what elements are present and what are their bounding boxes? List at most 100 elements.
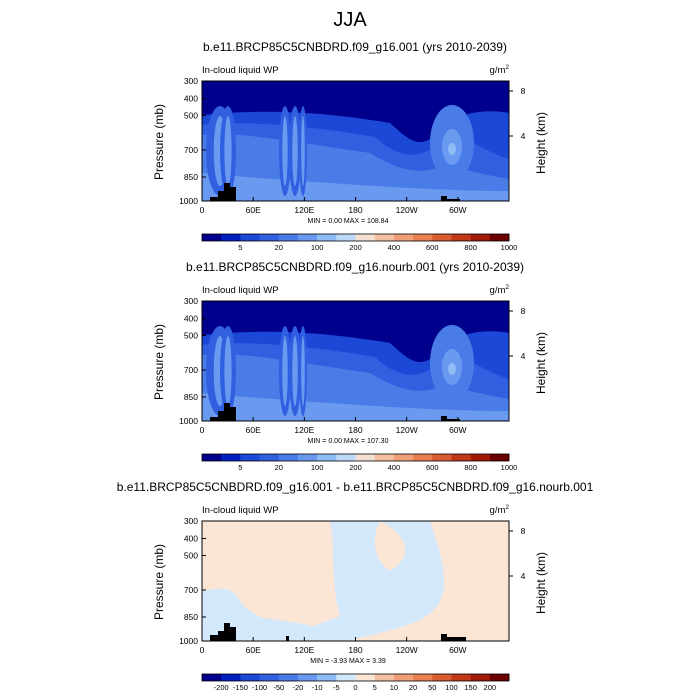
y-tick-label: 500: [184, 111, 198, 121]
colorbar-segment: [202, 234, 222, 241]
colorbar-tick-label: 600: [426, 243, 439, 252]
colorbar-tick-label: 5: [373, 683, 377, 692]
y-tick-label: 400: [184, 314, 198, 324]
colorbar-segment: [374, 454, 395, 461]
convective-peak: [448, 143, 456, 155]
colorbar-segment: [393, 454, 414, 461]
colorbar-segment: [489, 674, 510, 681]
colorbar-tick-label: -200: [214, 683, 229, 692]
colorbar-tick-label: 200: [484, 683, 497, 692]
y-tick-label: 400: [184, 94, 198, 104]
colorbar-tick-label: 600: [426, 463, 439, 472]
colorbar-tick-label: 800: [464, 243, 477, 252]
positive-anomaly: [374, 521, 406, 571]
colorbar-tick-label: -10: [312, 683, 323, 692]
y-right-tick-label: 8: [521, 306, 526, 316]
colorbar-segment: [259, 674, 280, 681]
x-tick-label: 0: [200, 645, 205, 655]
colorbar-frame: [201, 453, 510, 462]
colorbar-tick-label: 10: [390, 683, 398, 692]
colorbar-tick-label: 400: [388, 463, 401, 472]
x-tick-label: 60E: [246, 425, 261, 435]
colorbar-tick-label: 1000: [501, 243, 518, 252]
y-tick-label: 300: [184, 516, 198, 526]
y-right-tick-label: 8: [521, 526, 526, 536]
panel-2: b.e11.BRCP85C5CNBDRD.f09_g16.nourb.001 (…: [152, 260, 548, 472]
colorbar-tick-label: 400: [388, 243, 401, 252]
y-tick-label: 500: [184, 331, 198, 341]
colorbar-segment: [355, 234, 375, 241]
colorbar-segment: [278, 674, 299, 681]
heatmap-field: [202, 301, 509, 421]
cloud-band: [202, 393, 509, 421]
panel-title: b.e11.BRCP85C5CNBDRD.f09_g16.001 - b.e11…: [117, 480, 594, 494]
panel-units-label: g/m2: [490, 284, 510, 296]
colorbar-segment: [489, 234, 510, 241]
colorbar-segment: [336, 674, 356, 681]
x-tick-label: 120E: [294, 205, 314, 215]
convective-column: [224, 336, 232, 406]
convective-column: [301, 116, 305, 186]
colorbar-segment: [374, 234, 395, 241]
x-tick-label: 180: [348, 425, 362, 435]
convective-column: [292, 336, 298, 406]
colorbar-tick-label: 50: [428, 683, 436, 692]
terrain-mask: [202, 623, 466, 641]
colorbar-segment: [259, 234, 280, 241]
colorbar-tick-label: -20: [293, 683, 304, 692]
y-tick-label: 700: [184, 145, 198, 155]
y-axis-title: Pressure (mb): [152, 104, 166, 180]
colorbar-segment: [240, 234, 260, 241]
colorbar-segment: [451, 234, 471, 241]
colorbar-segment: [413, 674, 433, 681]
colorbar-segment: [355, 454, 375, 461]
colorbar-segment: [297, 454, 318, 461]
y-tick-label: 400: [184, 534, 198, 544]
colorbar-segment: [451, 674, 471, 681]
x-tick-label: 60W: [449, 425, 466, 435]
x-tick-label: 120W: [396, 205, 418, 215]
x-tick-label: 60E: [246, 645, 261, 655]
colorbar-segment: [451, 454, 471, 461]
colorbar-segment: [470, 454, 491, 461]
colorbar-tick-label: 100: [311, 463, 324, 472]
min-max-label: MIN = 0.00 MAX = 107.30: [308, 438, 389, 445]
colorbar-segment: [413, 234, 433, 241]
panel-left-label: In-cloud liquid WP: [202, 505, 279, 516]
y-right-axis-title: Height (km): [534, 332, 548, 394]
x-tick-label: 120W: [396, 425, 418, 435]
colorbar-segment: [221, 674, 241, 681]
convective-column: [282, 336, 288, 406]
y-right-axis-title: Height (km): [534, 112, 548, 174]
min-max-label: MIN = 0.00 MAX = 108.84: [308, 218, 389, 225]
colorbar-tick-label: 0: [353, 683, 357, 692]
y-tick-label: 300: [184, 296, 198, 306]
y-right-tick-label: 8: [521, 86, 526, 96]
colorbar-tick-label: 100: [445, 683, 458, 692]
colorbar-segment: [413, 454, 433, 461]
colorbar-tick-label: 100: [311, 243, 324, 252]
panel-1: b.e11.BRCP85C5CNBDRD.f09_g16.001 (yrs 20…: [152, 40, 548, 252]
terrain-mask: [202, 183, 460, 201]
colorbar-segment: [317, 234, 337, 241]
x-tick-label: 180: [348, 205, 362, 215]
y-right-tick-label: 4: [521, 351, 526, 361]
colorbar-segment: [470, 674, 491, 681]
heatmap-field: [202, 81, 509, 201]
colorbar-segment: [202, 454, 222, 461]
colorbar-segment: [317, 454, 337, 461]
colorbar-segment: [393, 234, 414, 241]
convective-column: [301, 336, 305, 406]
convective-peak: [448, 363, 456, 375]
negative-anomaly: [202, 615, 350, 641]
colorbar-tick-label: -50: [273, 683, 284, 692]
colorbar-segment: [221, 454, 241, 461]
colorbar-segment: [297, 674, 318, 681]
y-tick-label: 700: [184, 585, 198, 595]
min-max-label: MIN = -3.93 MAX = 3.39: [310, 658, 386, 665]
colorbar-tick-label: 150: [464, 683, 477, 692]
colorbar-tick-label: -150: [233, 683, 248, 692]
y-tick-label: 1000: [179, 196, 198, 206]
heatmap-field: [202, 521, 509, 641]
y-right-tick-label: 4: [521, 571, 526, 581]
